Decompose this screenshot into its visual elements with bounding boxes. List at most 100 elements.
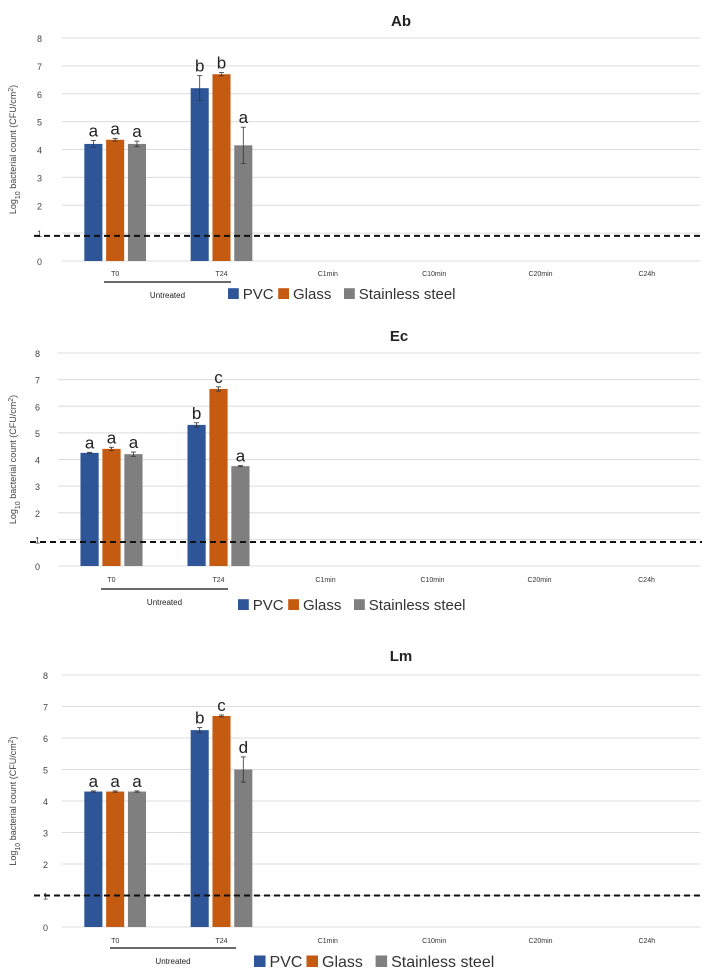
chart-title: Ec xyxy=(390,328,408,345)
significance-letter: a xyxy=(129,433,139,452)
bar-pvc xyxy=(190,730,209,927)
legend-swatch-pvc xyxy=(238,599,249,610)
y-tick-label: 5 xyxy=(35,429,40,439)
y-tick-label: 3 xyxy=(43,829,48,839)
y-axis-label: Log10 bacterial count (CFU/cm2) xyxy=(8,395,22,524)
y-axis-label: Log10 bacterial count (CFU/cm2) xyxy=(8,736,22,865)
x-tick-label: C1min xyxy=(315,577,335,584)
y-tick-label: 7 xyxy=(35,376,40,386)
legend-label-glass: Glass xyxy=(303,597,341,614)
y-tick-label: 6 xyxy=(37,90,42,100)
legend-label-glass: Glass xyxy=(293,286,331,303)
legend-swatch-stainless-steel xyxy=(375,955,388,967)
x-tick-label: C20min xyxy=(528,271,552,278)
x-tick-label: C10min xyxy=(420,577,444,584)
bar-stainless-steel xyxy=(127,791,147,927)
untreated-label: Untreated xyxy=(155,957,190,966)
y-tick-label: 7 xyxy=(37,62,42,72)
x-tick-label: C1min xyxy=(318,938,338,945)
y-tick-label: 8 xyxy=(43,671,48,681)
chart-Ab: Ab 0 1 2 3 4 5 6 7 8 Log10 bacterial count (CFU/cm… xyxy=(8,13,702,303)
legend-label-stainless-steel: Stainless steel xyxy=(391,954,494,971)
y-tick-label: 8 xyxy=(35,349,40,359)
y-tick-label: 5 xyxy=(37,118,42,128)
y-tick-label: 6 xyxy=(43,734,48,744)
bar-glass xyxy=(106,139,125,261)
significance-letter: b xyxy=(192,404,201,423)
bar-glass xyxy=(209,388,228,566)
bar-stainless-steel xyxy=(234,145,253,261)
bar-stainless-steel xyxy=(127,143,147,261)
y-tick-label: 3 xyxy=(37,173,42,183)
bar-pvc xyxy=(187,424,206,566)
y-tick-label: 2 xyxy=(43,860,48,870)
y-tick-label: 4 xyxy=(43,797,48,807)
significance-letter: d xyxy=(239,738,248,757)
bar-glass xyxy=(106,791,125,927)
x-tick-label: C10min xyxy=(422,271,446,278)
legend-swatch-pvc xyxy=(254,955,266,967)
x-tick-label: T0 xyxy=(107,577,115,584)
bar-pvc xyxy=(84,791,103,927)
legend-label-stainless-steel: Stainless steel xyxy=(369,597,466,614)
x-tick-label: C20min xyxy=(527,577,551,584)
x-tick-label: C1min xyxy=(318,271,338,278)
x-tick-label: T24 xyxy=(215,938,227,945)
bar-stainless-steel xyxy=(124,454,143,566)
legend-swatch-glass xyxy=(306,955,318,967)
significance-letter: a xyxy=(110,772,120,791)
bar-pvc xyxy=(84,143,103,261)
x-tick-label: C24h xyxy=(638,577,655,584)
legend-swatch-stainless-steel xyxy=(354,599,365,610)
legend-swatch-glass xyxy=(288,599,299,610)
y-tick-label: 2 xyxy=(35,509,40,519)
significance-letter: a xyxy=(236,447,246,466)
y-tick-label: 0 xyxy=(37,257,42,267)
significance-letter: a xyxy=(107,428,117,447)
bar-pvc xyxy=(80,452,99,566)
bar-stainless-steel xyxy=(234,769,253,927)
x-tick-label: C24h xyxy=(638,271,655,278)
x-tick-label: T24 xyxy=(212,577,224,584)
legend-label-stainless-steel: Stainless steel xyxy=(359,286,456,303)
chart-title: Ab xyxy=(391,13,411,30)
y-tick-label: 0 xyxy=(35,562,40,572)
significance-letter: c xyxy=(217,696,226,715)
bar-stainless-steel xyxy=(231,466,250,566)
significance-letter: c xyxy=(214,368,223,387)
y-axis-label: Log10 bacterial count (CFU/cm2) xyxy=(8,85,22,214)
untreated-label: Untreated xyxy=(150,291,185,300)
significance-letter: a xyxy=(132,772,142,791)
y-tick-label: 3 xyxy=(35,482,40,492)
legend-label-pvc: PVC xyxy=(243,286,274,303)
bar-glass xyxy=(102,448,121,566)
significance-letter: a xyxy=(89,772,99,791)
y-tick-label: 1 xyxy=(37,229,42,239)
y-tick-label: 4 xyxy=(37,146,42,156)
significance-letter: a xyxy=(132,122,142,141)
y-tick-label: 6 xyxy=(35,402,40,412)
bar-glass xyxy=(212,74,231,261)
significance-letter: b xyxy=(195,57,204,76)
legend-swatch-stainless-steel xyxy=(344,288,355,299)
y-tick-label: 5 xyxy=(43,766,48,776)
y-tick-label: 4 xyxy=(35,456,40,466)
x-tick-label: T0 xyxy=(111,938,119,945)
x-tick-label: C24h xyxy=(638,938,655,945)
bar-pvc xyxy=(190,88,209,261)
significance-letter: a xyxy=(85,433,95,452)
y-tick-label: 1 xyxy=(35,535,40,545)
x-tick-label: C20min xyxy=(528,938,552,945)
y-tick-label: 8 xyxy=(37,34,42,44)
legend-swatch-glass xyxy=(278,288,289,299)
y-tick-label: 2 xyxy=(37,201,42,211)
x-tick-label: T0 xyxy=(111,271,119,278)
legend-label-glass: Glass xyxy=(322,954,363,971)
chart-Lm: Lm012345678Log10 bacterial count (CFU/cm… xyxy=(8,648,702,971)
x-tick-label: C10min xyxy=(422,938,446,945)
y-tick-label: 0 xyxy=(43,923,48,933)
bar-glass xyxy=(212,715,231,927)
significance-letter: a xyxy=(89,122,99,141)
y-tick-label: 7 xyxy=(43,703,48,713)
